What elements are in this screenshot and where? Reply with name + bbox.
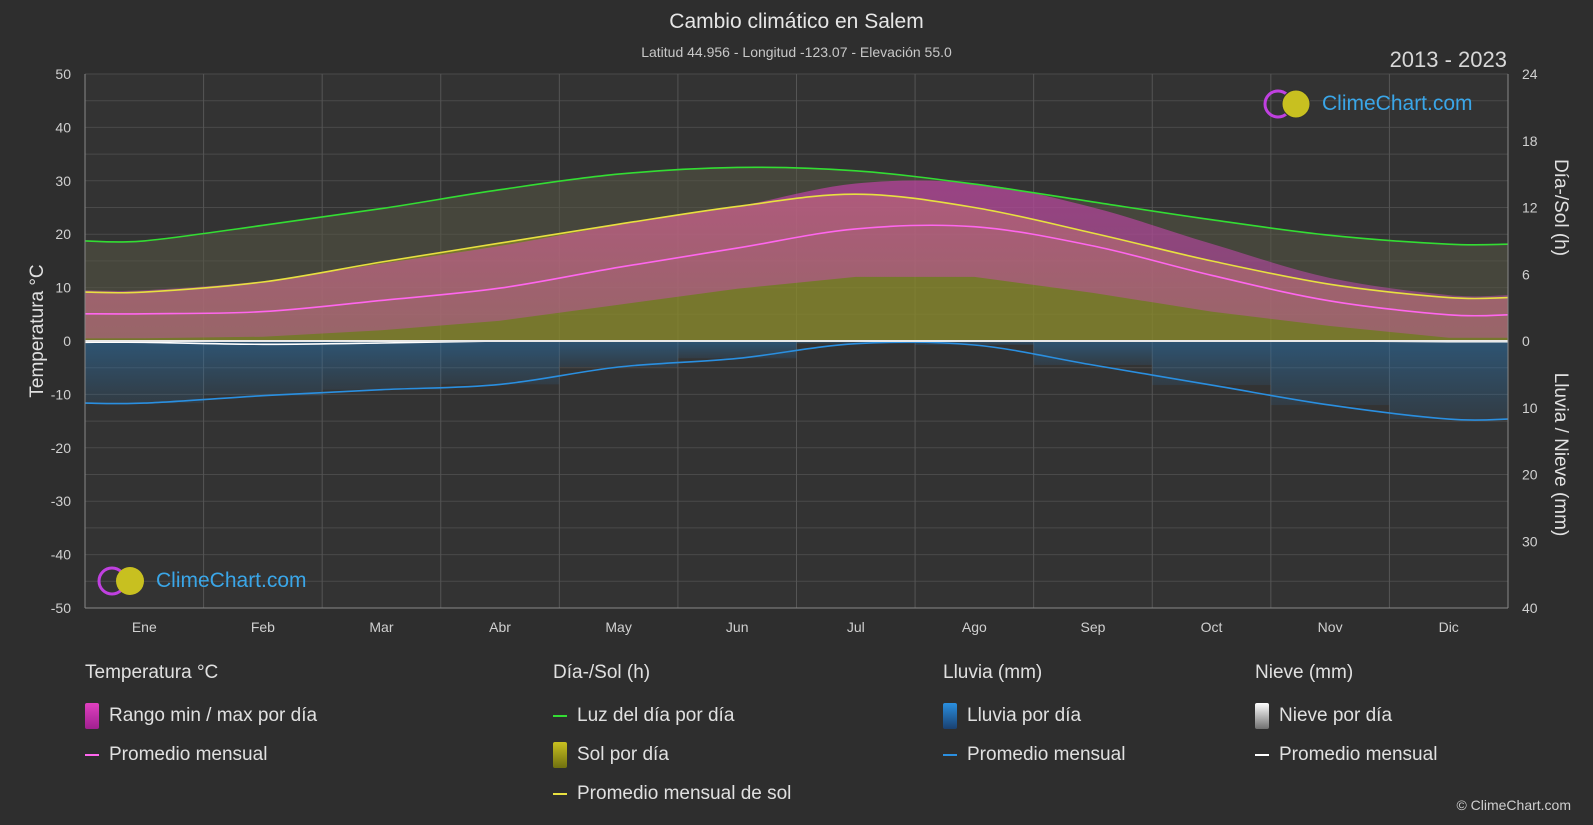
rain-bar	[85, 341, 204, 404]
legend-label: Luz del día por día	[577, 704, 735, 726]
right-axis-title-mm: Lluvia / Nieve (mm)	[1550, 373, 1571, 537]
month-label: Jun	[726, 619, 749, 635]
legend-label: Promedio mensual de sol	[577, 782, 792, 804]
rain-bar	[203, 341, 323, 396]
left-tick-label: -20	[51, 440, 71, 456]
right-tick-label-hours: 18	[1522, 133, 1538, 149]
left-tick-label: -30	[51, 493, 71, 509]
left-axis-title: Temperatura °C	[27, 264, 48, 397]
month-label: Ago	[962, 619, 987, 635]
legend-snow: Nieve (mm) Nieve por día Promedio mensua…	[1255, 662, 1437, 774]
rain-avg-line	[84, 341, 1509, 421]
left-tick-label: -50	[51, 600, 71, 616]
daylight-swatch	[553, 714, 567, 717]
sunshine-avg-line	[84, 193, 1509, 300]
temperature-range-band	[85, 180, 1508, 339]
legend-label: Sol por día	[577, 743, 669, 765]
month-label: May	[605, 619, 631, 635]
sun-avg-swatch	[553, 792, 567, 795]
legend-label: Promedio mensual	[1279, 743, 1438, 765]
rain-bar	[1270, 341, 1390, 406]
month-label: Sep	[1080, 619, 1105, 635]
logo-icon	[1263, 89, 1311, 119]
legend-daylight: Día-/Sol (h) Luz del día por día Sol por…	[553, 662, 791, 813]
legend-item-sun-avg: Promedio mensual de sol	[553, 774, 791, 813]
month-label: Dic	[1439, 619, 1459, 635]
left-tick-label: 0	[63, 333, 71, 349]
right-axis-title-hours: Día-/Sol (h)	[1550, 159, 1571, 256]
legend-item-temp-avg: Promedio mensual	[85, 735, 317, 774]
daylight-line	[84, 166, 1509, 246]
month-label: Mar	[369, 619, 393, 635]
rain-avg-swatch	[943, 753, 957, 756]
legend-item-snow: Nieve por día	[1255, 696, 1437, 735]
left-tick-label: -40	[51, 547, 71, 563]
right-tick-label-mm: 40	[1522, 600, 1538, 616]
left-tick-label: 50	[55, 66, 71, 82]
legend-heading: Lluvia (mm)	[943, 662, 1043, 683]
legend-label: Promedio mensual	[967, 743, 1126, 765]
legend-item-sun: Sol por día	[553, 735, 791, 774]
legend-heading: Nieve (mm)	[1255, 662, 1354, 683]
year-range: 2013 - 2023	[1389, 47, 1507, 72]
legend-label: Promedio mensual	[109, 743, 268, 765]
legend-item-snow-avg: Promedio mensual	[1255, 735, 1437, 774]
month-label: Abr	[489, 619, 511, 635]
left-tick-label: 30	[55, 173, 71, 189]
legend-label: Rango min / max por día	[109, 704, 318, 726]
temp-range-swatch	[85, 702, 99, 729]
rain-bar	[796, 341, 916, 344]
logo-top[interactable]: ClimeChart.com	[1262, 88, 1473, 120]
rain-swatch	[943, 702, 957, 729]
month-label: Oct	[1201, 619, 1223, 635]
logo-bottom[interactable]: ClimeChart.com	[96, 565, 307, 597]
right-tick-label-hours: 12	[1522, 200, 1538, 216]
logo-icon	[97, 566, 144, 596]
right-tick-label-mm: 30	[1522, 533, 1538, 549]
month-label: Nov	[1318, 619, 1343, 635]
right-tick-label-mm: 10	[1522, 400, 1538, 416]
legend-rain: Lluvia (mm) Lluvia por día Promedio mens…	[943, 662, 1125, 774]
month-label: Ene	[132, 619, 157, 635]
logo-text: ClimeChart.com	[1322, 92, 1473, 115]
snow-avg-swatch	[1255, 753, 1269, 756]
rain-bar	[915, 341, 1034, 346]
right-tick-label-hours: 0	[1522, 333, 1530, 349]
snow-swatch	[1255, 702, 1269, 729]
legend-temperature: Temperatura °C Rango min / max por día P…	[85, 662, 317, 774]
climate-chart: 50 40 30 20 10 0 -10 -20 -30 -40 -50 24 18 12 6 0 10 20 30…	[27, 66, 1571, 635]
legend-item-temp-range: Rango min / max por día	[85, 696, 317, 735]
copyright: © ClimeChart.com	[1456, 797, 1571, 813]
legend-item-rain-avg: Promedio mensual	[943, 735, 1125, 774]
legend-label: Nieve por día	[1279, 704, 1393, 726]
left-tick-label: 10	[55, 280, 71, 296]
right-tick-label-hours: 6	[1522, 266, 1530, 282]
rain-bar	[559, 341, 678, 368]
rain-bar	[322, 341, 441, 390]
left-tick-label: -10	[51, 386, 71, 402]
rain-bar	[1033, 341, 1153, 366]
right-tick-label-hours: 24	[1522, 66, 1538, 82]
chart-title: Cambio climático en Salem	[669, 10, 924, 33]
temperature-avg-line	[84, 224, 1509, 317]
legend-heading: Día-/Sol (h)	[553, 662, 651, 683]
month-label: Feb	[251, 619, 275, 635]
left-tick-label: 40	[55, 119, 71, 135]
left-tick-label: 20	[55, 226, 71, 242]
axes: 50 40 30 20 10 0 -10 -20 -30 -40 -50 24 18 12 6 0 10 20 30…	[27, 66, 1571, 635]
legend-label: Lluvia por día	[967, 704, 1082, 726]
rain-bar	[440, 341, 560, 385]
chart-subtitle: Latitud 44.956 - Longitud -123.07 - Elev…	[641, 44, 952, 60]
legend-item-rain: Lluvia por día	[943, 696, 1125, 735]
legend-heading: Temperatura °C	[85, 662, 219, 683]
rain-bar	[1389, 341, 1508, 420]
sun-swatch	[553, 741, 567, 768]
rain-bar	[677, 341, 797, 359]
month-label: Jul	[847, 619, 865, 635]
temp-avg-swatch	[85, 753, 99, 756]
logo-text: ClimeChart.com	[156, 569, 307, 592]
legend-item-daylight: Luz del día por día	[553, 696, 791, 735]
right-tick-label-mm: 20	[1522, 467, 1538, 483]
data-areas	[85, 167, 1508, 420]
